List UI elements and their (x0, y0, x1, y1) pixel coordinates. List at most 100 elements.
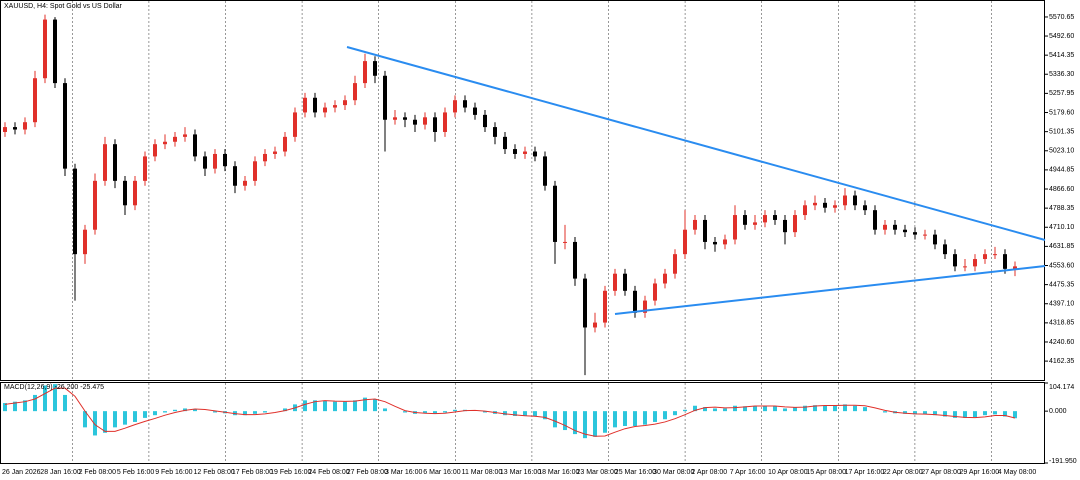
candle-body (703, 219, 707, 242)
macd-bar (323, 400, 327, 412)
macd-bar (923, 411, 927, 415)
y-tick-label: 5101.35 (1049, 128, 1074, 135)
y-tick-label: 4553.60 (1049, 262, 1074, 269)
macd-bar (953, 411, 957, 418)
candle-body (333, 105, 337, 108)
candle-body (713, 241, 717, 245)
candle-body (253, 161, 257, 181)
candle-body (1013, 266, 1017, 269)
candle-body (553, 185, 557, 242)
x-tick-label: 26 Jan 2026 (2, 469, 41, 476)
candle-body (933, 234, 937, 245)
candle-body (583, 278, 587, 328)
x-tick-label: 2 Feb 08:00 (79, 469, 116, 476)
candle-body (863, 205, 867, 211)
candle-body (513, 149, 517, 154)
candle-body (243, 180, 247, 186)
macd-bar (663, 411, 667, 420)
y-tick-label: 4162.35 (1049, 358, 1074, 365)
y-tick-label: 4944.85 (1049, 167, 1074, 174)
candle-body (953, 254, 957, 267)
candle-body (653, 283, 657, 301)
candle-body (753, 222, 757, 225)
macd-bar (353, 400, 357, 412)
candle-body (383, 75, 387, 120)
macd-bar (383, 408, 387, 412)
candle-body (323, 107, 327, 113)
macd-bar (213, 411, 217, 413)
macd-bar (243, 411, 247, 416)
macd-bar (833, 405, 837, 412)
candle-body (743, 215, 747, 225)
candle-body (663, 273, 667, 284)
candle-body (1003, 254, 1007, 269)
candle-body (293, 112, 297, 137)
candle-body (983, 254, 987, 260)
candle-body (733, 215, 737, 240)
y-tick-label: 4788.35 (1049, 205, 1074, 212)
candle-body (303, 97, 307, 113)
macd-bar (133, 411, 137, 422)
y-tick-label: 5570.65 (1049, 14, 1074, 21)
macd-bar (593, 411, 597, 437)
candle-body (313, 97, 317, 113)
candle-body (433, 117, 437, 132)
macd-bar (993, 411, 997, 415)
macd-bar (253, 411, 257, 414)
x-tick-label: 17 Apr 16:00 (845, 469, 885, 476)
candle-body (633, 290, 637, 313)
macd-bar (313, 400, 317, 412)
macd-bar (713, 408, 717, 412)
y-tick-label: 4475.35 (1049, 281, 1074, 288)
candle-body (813, 202, 817, 206)
x-tick-label: 6 Mar 16:00 (423, 469, 460, 476)
candle-body (353, 83, 357, 101)
candle-body (993, 254, 997, 256)
macd-bar (743, 406, 747, 412)
candle-body (563, 241, 567, 243)
y-tick-label: 4318.85 (1049, 320, 1074, 327)
candle-body (3, 127, 7, 132)
trend-line-upper (346, 46, 1046, 241)
macd-bar (63, 394, 67, 412)
macd-bar (583, 411, 587, 439)
x-tick-label: 11 Mar 08:00 (462, 469, 503, 476)
macd-bar (723, 408, 727, 412)
macd-bar (863, 407, 867, 412)
candle-body (43, 19, 47, 79)
macd-bar (853, 405, 857, 412)
candle-body (823, 202, 827, 208)
macd-bar (513, 411, 517, 417)
candle-body (423, 117, 427, 125)
candle-body (593, 322, 597, 328)
macd-bar (623, 411, 627, 427)
macd-bar (343, 401, 347, 412)
candle-body (903, 229, 907, 233)
candle-body (403, 117, 407, 120)
macd-bar (803, 405, 807, 412)
y-tick-label: 4866.60 (1049, 186, 1074, 193)
macd-bar (53, 384, 57, 412)
candle-body (153, 144, 157, 157)
x-tick-label: 12 Feb 08:00 (194, 469, 235, 476)
candle-body (893, 224, 897, 230)
candle-body (13, 127, 17, 130)
x-tick-label: 3 Mar 16:00 (385, 469, 422, 476)
x-tick-label: 30 Mar 08:00 (653, 469, 694, 476)
candle-body (163, 141, 167, 145)
macd-y-tick-label: 0.000 (1049, 408, 1067, 415)
x-tick-label: 17 Feb 08:00 (232, 469, 273, 476)
candle-body (463, 100, 467, 108)
macd-bar (83, 411, 87, 428)
marks (3, 14, 1017, 439)
candle-body (213, 153, 217, 169)
candle-body (343, 100, 347, 106)
macd-bar (733, 405, 737, 412)
candle-body (963, 266, 967, 268)
trend-line-lower (614, 265, 1046, 315)
x-tick-label: 18 Mar 16:00 (538, 469, 579, 476)
candle-body (533, 151, 537, 157)
candle-body (183, 134, 187, 137)
candle-body (943, 244, 947, 255)
macd-bar (573, 411, 577, 435)
